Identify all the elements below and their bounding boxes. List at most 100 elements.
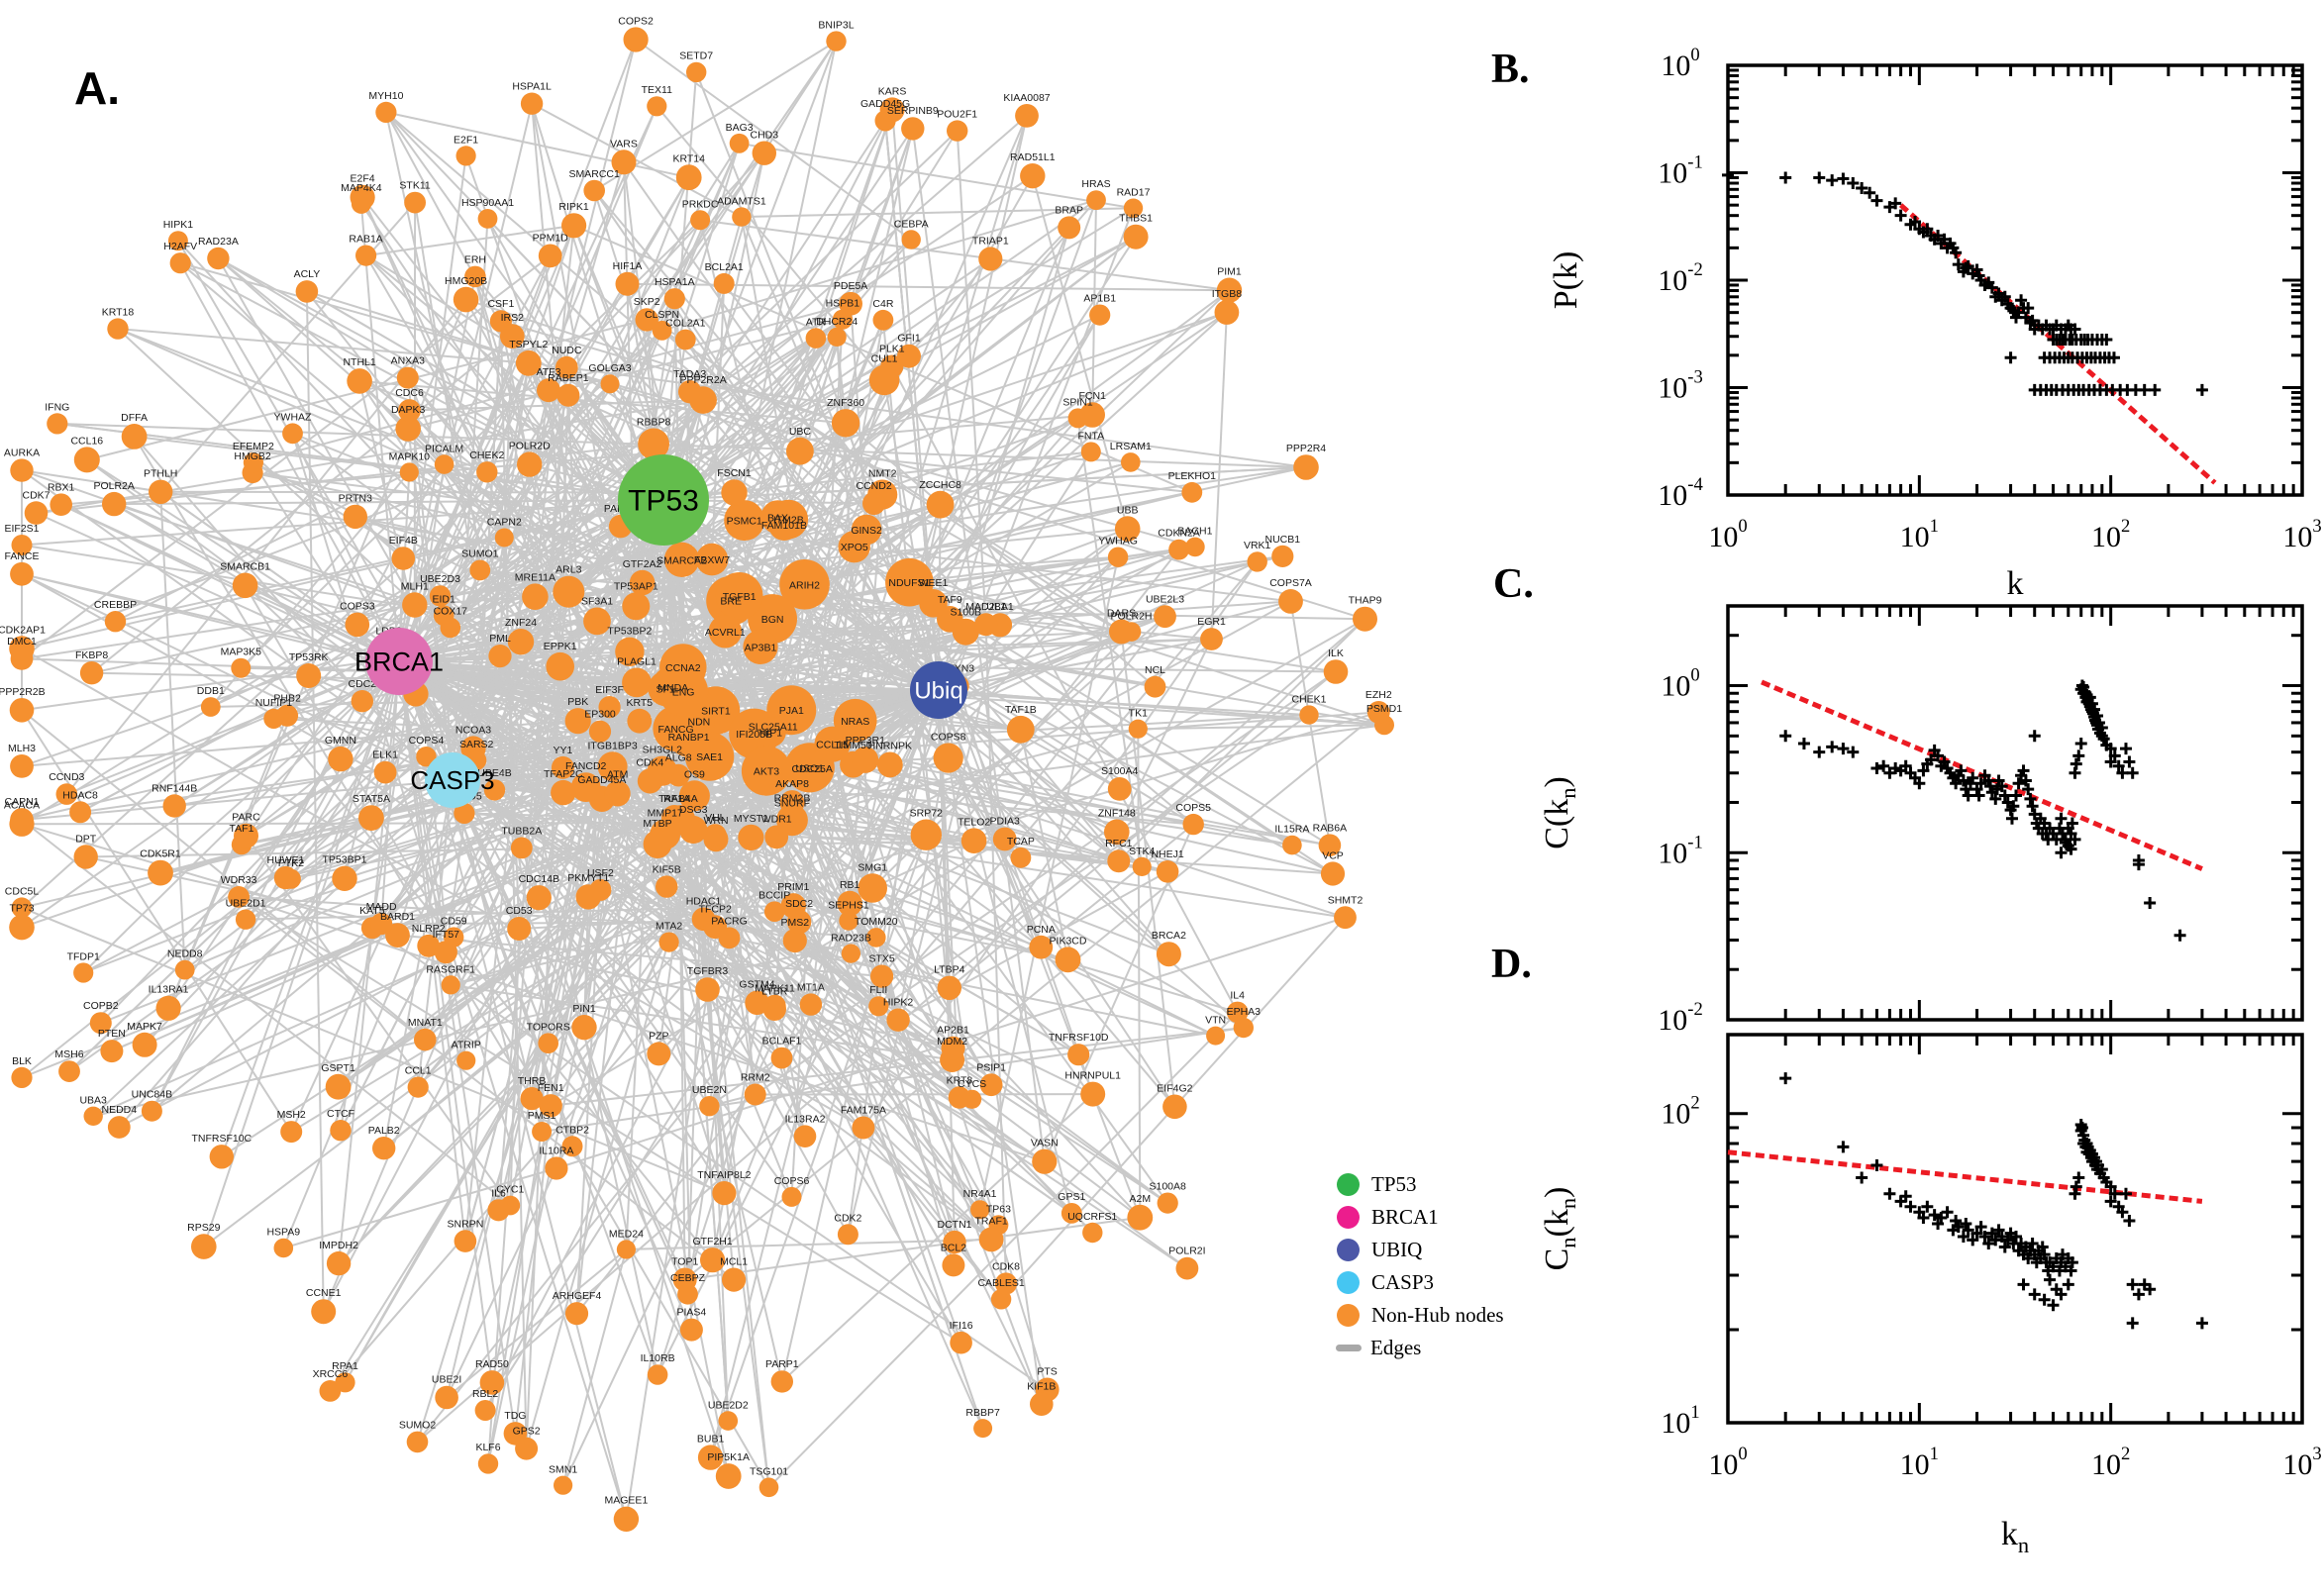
network-edge xyxy=(65,660,400,796)
data-point xyxy=(1877,759,1890,772)
network-edge xyxy=(656,834,928,1375)
network-edge xyxy=(425,499,664,757)
axis-tick-label: 102 xyxy=(1661,1093,1699,1131)
network-edge xyxy=(684,711,1379,1281)
network-edge xyxy=(715,838,951,989)
data-point xyxy=(1972,789,1985,802)
network-edge xyxy=(398,660,851,905)
network-edge xyxy=(938,689,1170,955)
axis-tick-label: 10-2 xyxy=(1658,259,1703,297)
legend-label: CASP3 xyxy=(1371,1270,1435,1294)
axis-title: kn xyxy=(2001,1516,2029,1557)
network-edge xyxy=(1210,312,1228,640)
network-edge xyxy=(365,224,574,257)
scatter-points xyxy=(1779,1072,2208,1330)
network-edge xyxy=(381,921,800,926)
network-edge xyxy=(662,216,743,501)
network-edge xyxy=(949,618,1194,826)
network-edge xyxy=(398,600,1291,662)
data-point xyxy=(1797,738,1810,750)
network-edge xyxy=(388,581,643,648)
network-edge xyxy=(21,660,400,929)
data-point xyxy=(2138,383,2151,396)
axis-tick-label: 10-1 xyxy=(1658,832,1703,869)
data-point xyxy=(2072,1171,2085,1184)
network-edge xyxy=(662,41,838,501)
legend-item-brca1: BRCA1 xyxy=(1337,1201,1504,1234)
data-point xyxy=(2005,812,2018,825)
legend-item-ubiq: UBIQ xyxy=(1337,1234,1504,1266)
network-edge xyxy=(92,779,454,1118)
network-edge xyxy=(478,569,850,1236)
data-point xyxy=(2126,766,2139,779)
network-edge xyxy=(635,39,912,241)
network-edge xyxy=(329,689,940,1392)
data-point xyxy=(2070,757,2082,770)
data-point xyxy=(1837,1141,1850,1153)
axis-tick-label: 102 xyxy=(2091,516,2130,553)
axis-tick-label: 101 xyxy=(1900,1444,1939,1481)
network-edge xyxy=(794,615,1166,942)
plot-frame xyxy=(1726,63,2304,497)
network-edge xyxy=(809,689,940,1005)
network-edge xyxy=(416,720,641,1443)
network-edge xyxy=(479,236,1137,571)
legend-label: TP53 xyxy=(1371,1172,1417,1196)
network-edge xyxy=(398,105,658,662)
network-edge xyxy=(497,367,568,1211)
network-edge xyxy=(443,105,658,617)
axis-tick-label: 10-3 xyxy=(1658,367,1703,405)
data-point xyxy=(2126,1317,2139,1330)
panel-label-b: B. xyxy=(1491,47,1530,92)
network-edge xyxy=(534,596,731,939)
network-edge xyxy=(850,207,1135,954)
network-edge xyxy=(684,1216,1141,1281)
network-edge xyxy=(723,282,883,496)
network-edge xyxy=(933,554,1283,605)
network-edge xyxy=(463,499,664,1242)
network-edge xyxy=(771,618,1385,727)
axis-title: P(k) xyxy=(1548,251,1584,310)
network-edge xyxy=(699,219,1230,292)
network-edge xyxy=(938,600,1291,691)
network-edge xyxy=(322,303,852,1313)
network-edge xyxy=(476,758,613,768)
network-edge xyxy=(791,756,950,824)
network-edge xyxy=(709,903,852,1458)
plot-frame xyxy=(1726,1033,2304,1425)
data-point xyxy=(2173,929,2186,942)
legend-item-non-hub: Non-Hub nodes xyxy=(1337,1299,1504,1332)
network-edge xyxy=(880,616,1166,977)
legend-item-edges: Edges xyxy=(1336,1332,1504,1364)
network-edge xyxy=(849,494,884,904)
panel-label-c: C. xyxy=(1493,561,1534,607)
network-edge xyxy=(354,515,740,597)
network-edge xyxy=(561,1248,628,1486)
legend-label: Non-Hub nodes xyxy=(1371,1303,1504,1327)
network-edge xyxy=(949,618,1293,847)
network-edge xyxy=(179,261,505,539)
network-edge xyxy=(398,660,711,1107)
network-edge xyxy=(550,838,1006,1107)
network-edge xyxy=(938,528,1129,691)
legend-item-casp3: CASP3 xyxy=(1337,1266,1504,1299)
data-point xyxy=(2195,383,2208,396)
network-edge xyxy=(244,584,770,1488)
network-edge xyxy=(398,314,1101,662)
network-edge xyxy=(890,365,1239,1013)
network-edge xyxy=(151,660,400,1112)
scatter-points xyxy=(1779,679,2186,942)
network-edge xyxy=(220,660,400,1157)
network-edge xyxy=(380,660,400,925)
network-edge xyxy=(877,560,1259,1007)
network-edge xyxy=(210,689,940,708)
network-edge xyxy=(361,196,705,920)
network-edge xyxy=(21,779,454,821)
node-swatch-icon xyxy=(1337,1271,1360,1294)
network-edge xyxy=(464,155,550,391)
network-edge xyxy=(416,902,851,1444)
network-edge xyxy=(21,823,398,937)
network-edge xyxy=(711,283,726,560)
